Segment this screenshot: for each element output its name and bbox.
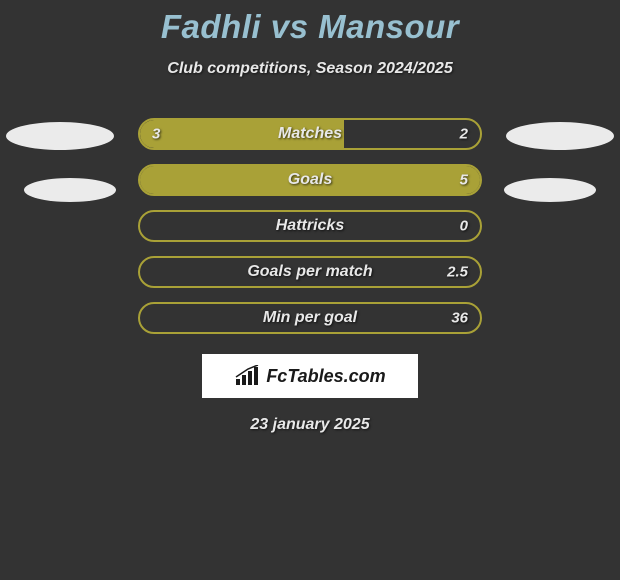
stat-label: Matches <box>140 125 480 143</box>
date-text: 23 january 2025 <box>0 416 620 434</box>
stats-area: 3 Matches 2 Goals 5 Hattricks 0 Goals pe… <box>0 118 620 434</box>
page-title: Fadhli vs Mansour <box>0 0 620 46</box>
subtitle: Club competitions, Season 2024/2025 <box>0 60 620 78</box>
stat-value-right: 0 <box>460 218 468 235</box>
stat-row-goals: Goals 5 <box>138 164 482 196</box>
stat-value-right: 5 <box>460 172 468 189</box>
stat-label: Min per goal <box>140 309 480 327</box>
stat-label: Hattricks <box>140 217 480 235</box>
logo-content: FcTables.com <box>234 365 385 387</box>
comparison-infographic: Fadhli vs Mansour Club competitions, Sea… <box>0 0 620 580</box>
stat-value-right: 2 <box>460 126 468 143</box>
stat-value-right: 2.5 <box>447 264 468 281</box>
logo-text: FcTables.com <box>266 366 385 387</box>
stat-label: Goals per match <box>140 263 480 281</box>
chart-icon <box>234 365 262 387</box>
stat-row-min-per-goal: Min per goal 36 <box>138 302 482 334</box>
stat-label: Goals <box>140 171 480 189</box>
logo-box: FcTables.com <box>202 354 418 398</box>
stat-bars: 3 Matches 2 Goals 5 Hattricks 0 Goals pe… <box>138 118 482 334</box>
stat-row-matches: 3 Matches 2 <box>138 118 482 150</box>
stat-value-right: 36 <box>451 310 468 327</box>
stat-row-hattricks: Hattricks 0 <box>138 210 482 242</box>
stat-row-goals-per-match: Goals per match 2.5 <box>138 256 482 288</box>
